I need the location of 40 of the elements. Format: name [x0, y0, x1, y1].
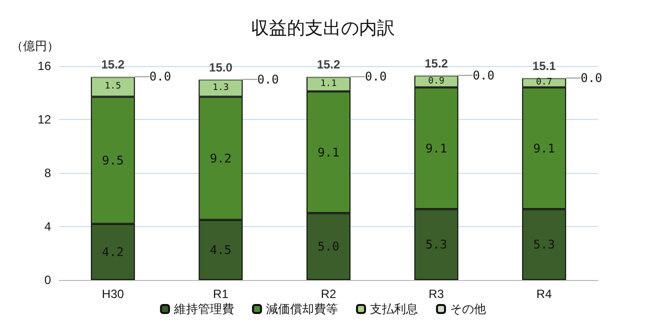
x-tick-label: H30: [102, 287, 124, 301]
data-label: 0.0: [580, 71, 602, 86]
data-label: 1.5: [104, 82, 122, 92]
data-label: 9.1: [425, 141, 448, 156]
y-tick-label: 8: [44, 166, 52, 180]
data-label: 0.0: [149, 70, 172, 84]
data-label: 0.9: [428, 76, 444, 86]
data-label: 5.3: [425, 238, 448, 252]
data-label: 0.0: [257, 72, 279, 86]
x-tick-label: R2: [320, 287, 336, 301]
data-label: 5.3: [533, 238, 555, 252]
data-label: 5.0: [318, 240, 340, 254]
data-label: 1.3: [212, 83, 229, 94]
total-label: 15.2: [101, 58, 125, 72]
chart-title: 収益的支出の内訳: [251, 18, 395, 38]
data-label: 9.2: [210, 151, 232, 166]
data-label: 0.0: [365, 70, 387, 84]
data-label: 9.1: [533, 141, 555, 156]
legend-label: 支払利息: [370, 302, 418, 316]
total-label: 15.1: [532, 59, 556, 74]
x-tick-label: R3: [428, 287, 444, 301]
legend-label: その他: [450, 302, 486, 316]
legend-label: 維持管理費: [173, 302, 234, 316]
total-label: 15.2: [316, 58, 340, 72]
data-label: 4.2: [102, 244, 124, 259]
total-label: 15.0: [209, 60, 233, 74]
data-label: 9.5: [102, 153, 124, 168]
data-label: 1.1: [320, 79, 337, 90]
total-label: 15.2: [424, 56, 448, 70]
x-tick-label: R1: [213, 287, 229, 301]
legend-label: 減価償却費等: [266, 302, 338, 316]
data-label: 0.0: [472, 68, 494, 82]
y-tick-label: 12: [38, 112, 52, 126]
y-tick-label: 16: [38, 59, 52, 73]
y-tick-label: 4: [44, 220, 52, 234]
y-tick-label: 0: [44, 273, 52, 287]
data-label: 9.1: [318, 145, 340, 160]
data-label: 4.5: [210, 242, 232, 257]
y-axis-title: （億円）: [11, 39, 59, 53]
x-tick-label: R4: [536, 287, 552, 301]
